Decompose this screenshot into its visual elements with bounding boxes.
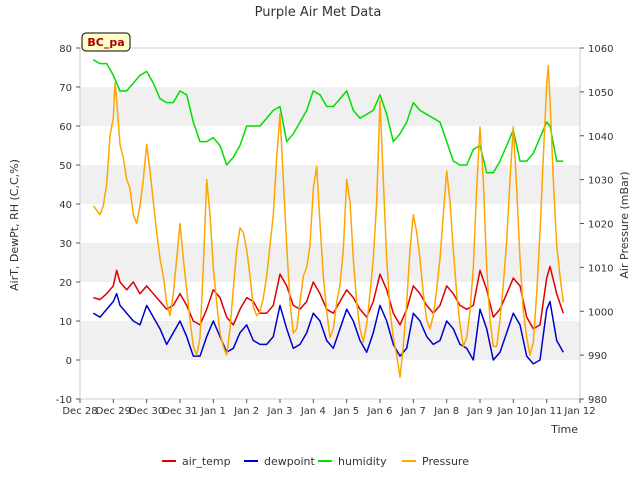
y-tick-label: 30 (59, 239, 72, 250)
x-tick-label: Dec 30 (129, 406, 164, 417)
x-tick-label: Jan 9 (467, 406, 493, 417)
legend: air_temp dewpoint humidity Pressure (162, 455, 469, 468)
y2-tick-label: 1040 (588, 132, 613, 143)
y2-axis-label: Air Pressure (mBar) (618, 171, 631, 278)
y-axis-right: 980 990 1000 1010 1020 1030 1040 1050 1060 (580, 44, 613, 406)
grid-band (80, 165, 580, 204)
x-tick-label: Jan 11 (530, 406, 562, 417)
x-tick-label: Dec 31 (162, 406, 197, 417)
y2-tick-label: 1060 (588, 44, 613, 55)
y-tick-label: 60 (59, 122, 72, 133)
x-tick-label: Jan 7 (400, 406, 426, 417)
y-tick-label: 80 (59, 44, 72, 55)
y-tick-label: 20 (59, 278, 72, 289)
site-label-box: BC_pa (81, 32, 131, 52)
x-tick-label: Jan 12 (563, 406, 595, 417)
y-tick-label: 70 (59, 83, 72, 94)
x-tick-label: Dec 29 (96, 406, 131, 417)
y-tick-label: 10 (59, 317, 72, 328)
x-tick-label: Jan 8 (433, 406, 459, 417)
x-tick-label: Jan 5 (333, 406, 359, 417)
x-tick-label: Jan 4 (300, 406, 326, 417)
x-tick-label: Jan 6 (367, 406, 393, 417)
grid-band (80, 321, 580, 360)
chart-title: Purple Air Met Data (255, 5, 382, 20)
series-lines (92, 59, 565, 378)
legend-label: dewpoint (264, 455, 315, 468)
y-tick-label: -10 (56, 395, 72, 406)
x-tick-label: Dec 28 (62, 406, 97, 417)
x-tick-label: Jan 2 (233, 406, 259, 417)
series-line-dewpoint (92, 292, 564, 365)
y2-tick-label: 1020 (588, 220, 613, 231)
y-tick-label: 0 (66, 356, 72, 367)
y2-tick-label: 1010 (588, 263, 613, 274)
series-line-humidity (92, 59, 564, 174)
x-tick-label: Jan 10 (497, 406, 529, 417)
grid-bands (80, 87, 580, 360)
y2-tick-label: 1030 (588, 176, 613, 187)
series-line-pressure (92, 64, 565, 378)
legend-label: humidity (338, 455, 387, 468)
y2-tick-label: 990 (588, 351, 607, 362)
y2-tick-label: 1000 (588, 307, 613, 318)
y-axis-label: AirT, DewPt, RH (C,C,%) (8, 159, 21, 291)
x-tick-label: Jan 3 (267, 406, 293, 417)
y2-tick-label: 1050 (588, 88, 613, 99)
y-tick-label: 50 (59, 161, 72, 172)
legend-label: air_temp (182, 455, 231, 468)
legend-label: Pressure (422, 455, 469, 468)
y2-tick-label: 980 (588, 395, 607, 406)
site-label: BC_pa (87, 36, 124, 49)
y-axis-left: -10 0 10 20 30 40 50 60 70 80 (56, 44, 80, 406)
y-tick-label: 40 (59, 200, 72, 211)
x-tick-label: Jan 1 (200, 406, 226, 417)
x-axis-label: Time (550, 423, 578, 436)
